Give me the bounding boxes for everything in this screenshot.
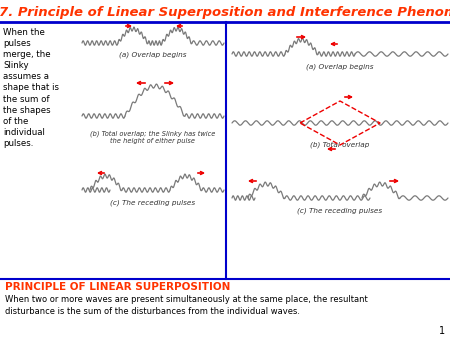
Text: 1: 1 (439, 326, 445, 336)
Text: When two or more waves are present simultaneously at the same place, the resulta: When two or more waves are present simul… (5, 295, 368, 316)
Text: (b) Total overlap: (b) Total overlap (310, 141, 370, 148)
Text: (a) Overlap begins: (a) Overlap begins (306, 63, 374, 70)
Text: PRINCIPLE OF LINEAR SUPERPOSITION: PRINCIPLE OF LINEAR SUPERPOSITION (5, 282, 230, 292)
Text: (b) Total overlap; the Slinky has twice
the height of either pulse: (b) Total overlap; the Slinky has twice … (90, 130, 216, 144)
Text: Ch 17. Principle of Linear Superposition and Interference Phenomena: Ch 17. Principle of Linear Superposition… (0, 6, 450, 19)
Text: (c) The receding pulses: (c) The receding pulses (297, 208, 382, 215)
Text: When the
pulses
merge, the
Slinky
assumes a
shape that is
the sum of
the shapes
: When the pulses merge, the Slinky assume… (3, 28, 59, 148)
Text: (c) The receding pulses: (c) The receding pulses (110, 200, 196, 207)
Text: (a) Overlap begins: (a) Overlap begins (119, 51, 187, 57)
